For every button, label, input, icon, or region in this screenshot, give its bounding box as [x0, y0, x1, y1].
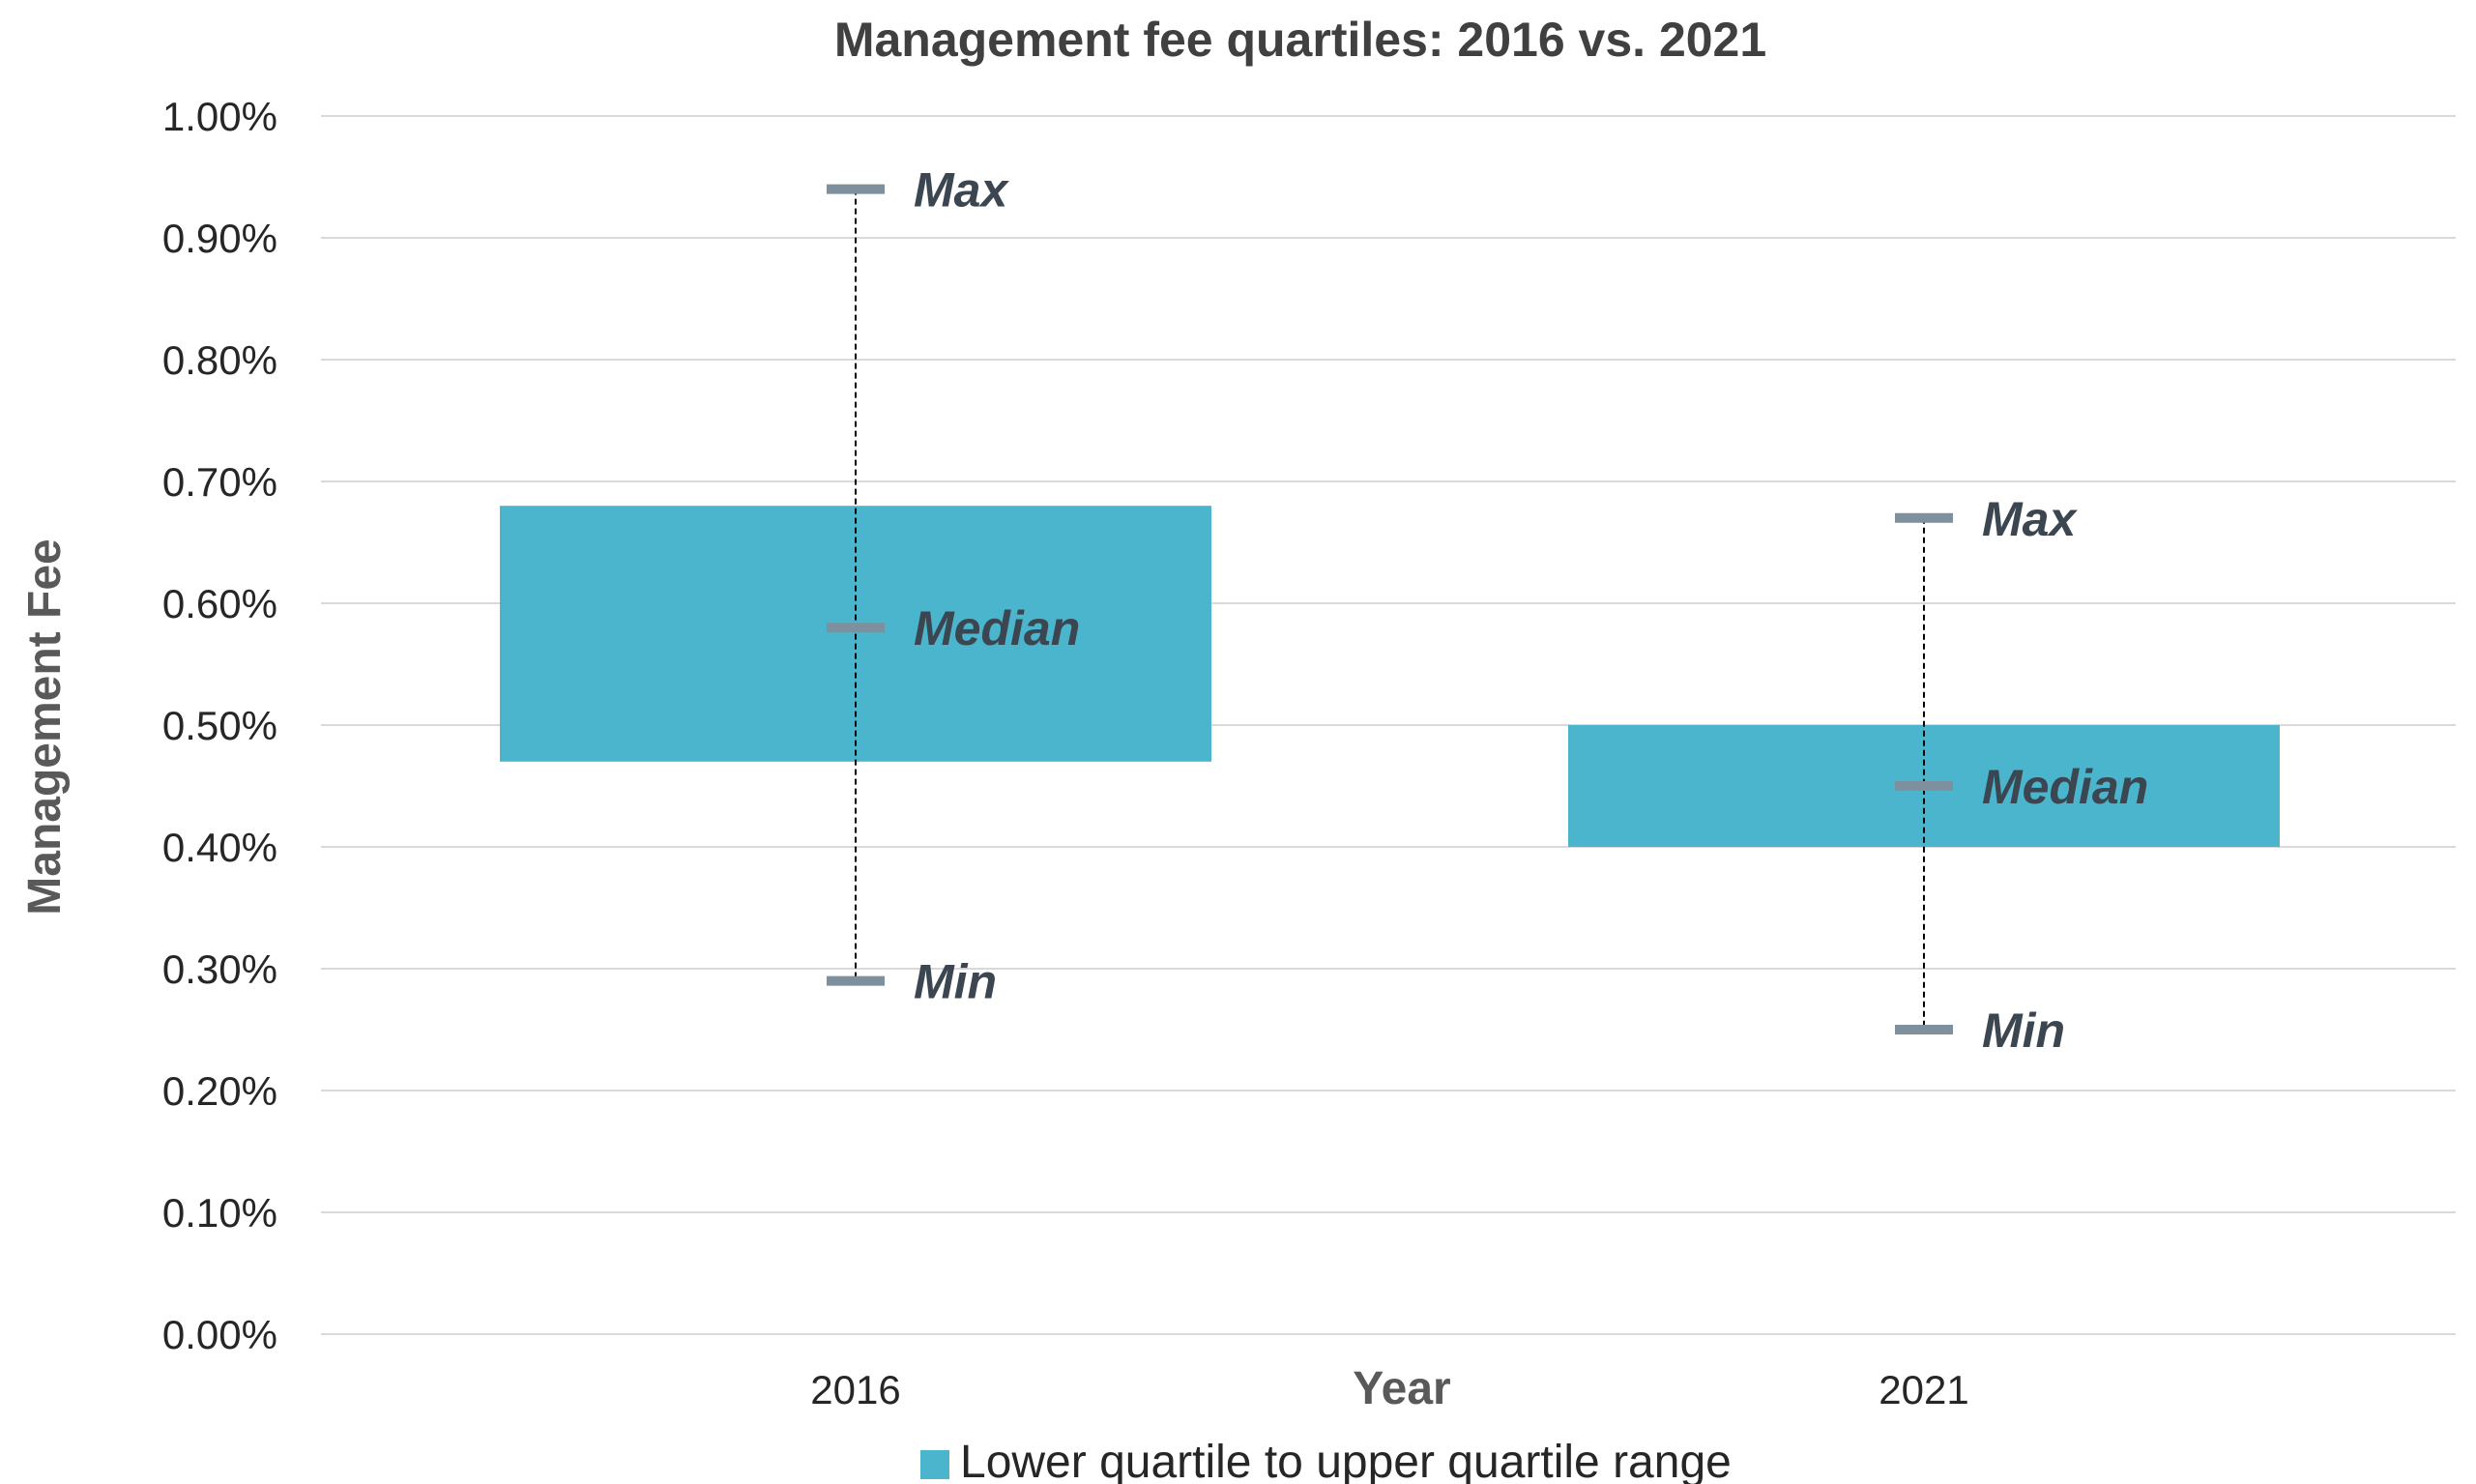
whiskers	[855, 189, 1925, 1030]
min-label: Min	[1982, 1004, 2065, 1058]
x-tick-labels: 2016 2021	[810, 1367, 1968, 1412]
y-tick-label: 0.50%	[162, 703, 277, 748]
x-axis-label: Year	[1353, 1363, 1450, 1414]
y-tick-label: 0.60%	[162, 581, 277, 626]
y-tick-labels: 0.00% 0.10% 0.20% 0.30% 0.40% 0.50% 0.60% 0.70%…	[162, 94, 277, 1357]
y-tick-label: 0.40%	[162, 825, 277, 870]
max-label: Max	[914, 163, 1009, 218]
y-tick-label: 1.00%	[162, 94, 277, 139]
y-tick-label: 0.20%	[162, 1068, 277, 1114]
y-axis-label: Management Fee	[19, 538, 71, 915]
y-tick-label: 0.00%	[162, 1312, 277, 1357]
min-label: Min	[914, 955, 997, 1009]
legend: Lower quartile to upper quartile range	[920, 1437, 1732, 1484]
median-label: Median	[914, 601, 1080, 655]
x-tick-label: 2016	[810, 1367, 900, 1412]
chart-title: Management fee quartiles: 2016 vs. 2021	[834, 13, 1766, 67]
y-tick-label: 0.80%	[162, 337, 277, 383]
x-tick-label: 2021	[1879, 1367, 1968, 1412]
y-tick-label: 0.90%	[162, 216, 277, 261]
stat-markers: Max Median Min Max Median Min	[827, 163, 2148, 1058]
median-label: Median	[1982, 760, 2148, 814]
max-label: Max	[1982, 492, 2078, 546]
y-tick-label: 0.70%	[162, 459, 277, 505]
y-tick-label: 0.10%	[162, 1190, 277, 1236]
legend-swatch	[920, 1450, 949, 1479]
y-tick-label: 0.30%	[162, 946, 277, 992]
legend-label: Lower quartile to upper quartile range	[960, 1437, 1732, 1484]
